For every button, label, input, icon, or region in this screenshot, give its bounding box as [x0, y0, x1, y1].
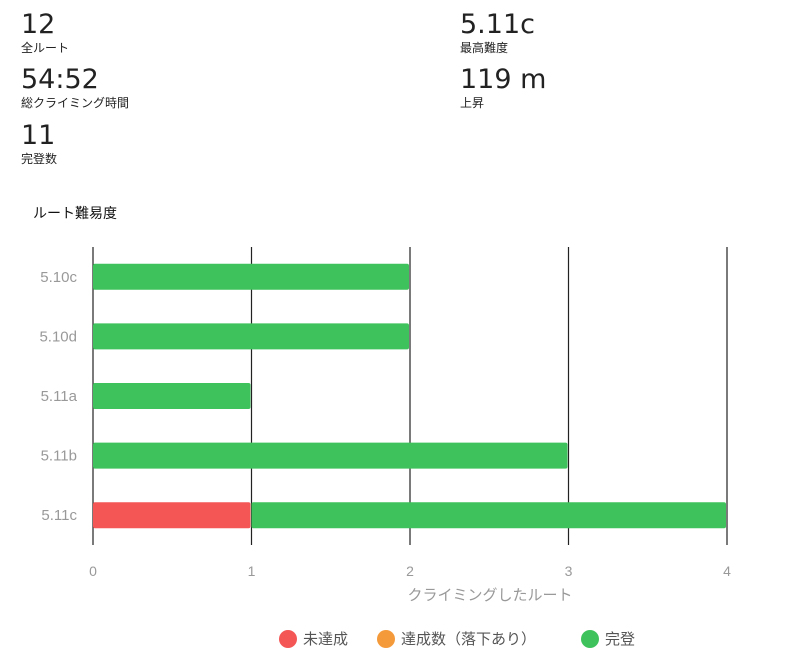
stat-value: 54:52 — [21, 64, 99, 95]
stat-label: 総クライミング時間 — [21, 96, 130, 110]
bar-segment — [93, 502, 251, 529]
x-tick-label: 1 — [248, 563, 256, 579]
bar-segment — [93, 442, 568, 469]
bar-segment — [251, 502, 726, 529]
x-tick-label: 0 — [89, 563, 97, 579]
stat-label: 完登数 — [21, 152, 58, 166]
legend-item-not-sent[interactable]: 未達成 — [279, 628, 348, 649]
x-tick-label: 2 — [406, 563, 414, 579]
route-grade-bar-chart: 0 1 2 3 4 クライミングしたルート 5.10c 5.10d 5.11a 5.11b 5.11… — [39, 247, 731, 604]
x-tick-label: 3 — [565, 563, 573, 579]
stat-value: 119 m — [460, 64, 547, 95]
stat-value: 11 — [21, 120, 56, 151]
stat-sends: 11 完登数 — [21, 120, 58, 167]
legend-label: 未達成 — [303, 630, 349, 648]
y-tick-label: 5.11c — [41, 507, 77, 524]
legend-dot-sent — [581, 629, 599, 648]
bar-segment — [93, 263, 409, 290]
legend-item-sent-with-falls[interactable]: 達成数（落下あり） — [377, 628, 536, 649]
legend-dot-not-sent — [279, 629, 297, 648]
stat-value: 12 — [21, 9, 56, 40]
legend-label: 完登 — [605, 630, 636, 648]
stat-label: 最高難度 — [460, 41, 509, 55]
stat-ascent: 119 m 上昇 — [460, 64, 547, 111]
stat-label: 全ルート — [21, 41, 70, 55]
x-axis-title: クライミングしたルート — [407, 586, 572, 604]
stat-label: 上昇 — [460, 96, 485, 110]
stat-max-grade: 5.11c 最高難度 — [460, 9, 535, 56]
stat-total-routes: 12 全ルート — [21, 9, 70, 56]
y-tick-label: 5.10d — [39, 328, 77, 345]
stat-value: 5.11c — [460, 9, 535, 40]
bar-segment — [93, 323, 409, 350]
legend-item-sent[interactable]: 完登 — [581, 628, 635, 649]
y-tick-label: 5.10c — [40, 269, 77, 286]
legend-dot-sent-with-falls — [377, 629, 395, 648]
bar-segment — [93, 383, 251, 409]
stat-climb-time: 54:52 総クライミング時間 — [21, 64, 130, 111]
legend-label: 達成数（落下あり） — [401, 630, 537, 648]
y-tick-label: 5.11b — [41, 448, 77, 465]
section-title-route-grades: ルート難易度 — [33, 206, 117, 222]
chart-legend: 未達成 達成数（落下あり） 完登 — [0, 628, 800, 654]
x-tick-label: 4 — [723, 563, 731, 579]
y-tick-label: 5.11a — [41, 388, 78, 405]
